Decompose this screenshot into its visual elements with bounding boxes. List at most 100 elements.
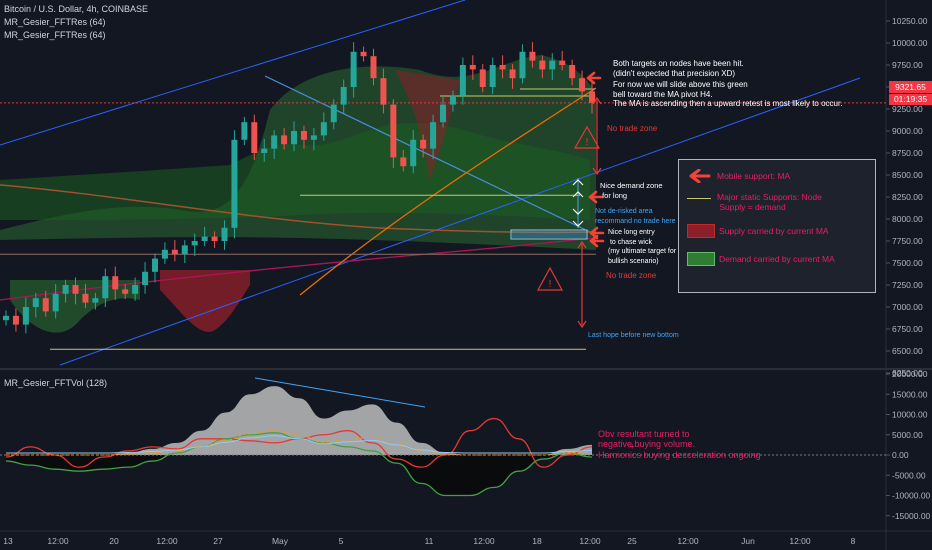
candle-body (211, 236, 218, 241)
last-hope-label: Last hope before new bottom (588, 332, 679, 339)
no-trade-label-top: No trade zone (607, 124, 658, 133)
demand-swatch (687, 252, 715, 266)
candle-body (589, 91, 595, 103)
supply-bell-low (160, 270, 250, 332)
price-tick-label: 6500.00 (892, 346, 923, 356)
time-tick-label: 12:00 (677, 536, 699, 546)
node-line-swatch (687, 198, 711, 199)
candle-body (3, 315, 9, 321)
price-tick-label: 8500.00 (892, 170, 923, 180)
price-tick-label: 7750.00 (892, 236, 923, 246)
warning-icon-mark: ! (549, 279, 552, 290)
candle-body (231, 139, 238, 228)
warning-icon-mark: ! (586, 137, 589, 148)
candle-body (420, 139, 427, 149)
not-derisked-label: Not de-risked area recommand no trade he… (595, 208, 676, 225)
warning-icon (536, 266, 564, 291)
candle-body (539, 60, 546, 70)
candle-body (410, 139, 417, 167)
negative-volume-area (6, 455, 592, 496)
orange-dashed-line (5, 430, 593, 456)
candle-body (559, 60, 566, 65)
candle-body (320, 122, 327, 136)
candle-body (469, 65, 476, 70)
price-tick-label: 6250.00 (892, 368, 923, 378)
time-tick-label: Jun (741, 536, 755, 546)
price-tick-label: 8250.00 (892, 192, 923, 202)
candle-body (261, 148, 268, 153)
candle-body (52, 293, 59, 312)
supply-bell-top (395, 70, 460, 180)
demand-zone-label: Nice demand zone for long (600, 181, 663, 200)
time-tick-label: 12:00 (473, 536, 495, 546)
legend-mobile-support: Mobile support: MA (717, 171, 791, 181)
candle-body (360, 51, 367, 57)
legend-supply: Supply carried by current MA (719, 226, 829, 236)
candle-body (171, 249, 178, 255)
price-tick-label: 10250.00 (892, 16, 928, 26)
candle-body (529, 51, 536, 61)
candle-body (509, 69, 516, 79)
candle-body (62, 285, 69, 294)
bar-countdown: 01:19:35 (889, 94, 932, 105)
symbol-title[interactable]: Bitcoin / U.S. Dollar, 4h, COINBASE (4, 4, 149, 14)
indicator-label-2[interactable]: MR_Gesier_FFTRes (64) (4, 30, 106, 40)
time-tick-label: 18 (532, 536, 542, 546)
price-tick-label: 7500.00 (892, 258, 923, 268)
candle-body (579, 78, 586, 92)
candle-body (42, 298, 49, 312)
candle-body (251, 122, 258, 153)
candle-body (191, 241, 198, 246)
candle-body (72, 285, 79, 294)
legend-box[interactable]: Mobile support: MA Major static Supports… (678, 159, 876, 293)
time-tick-label: 11 (425, 536, 434, 546)
candle-body (32, 298, 39, 307)
candle-body (400, 157, 407, 167)
price-tick-label: 10000.00 (892, 38, 928, 48)
price-tick-label: 8000.00 (892, 214, 923, 224)
candle-body (82, 293, 89, 303)
long-entry-label: Nice long entry to chase wick (my ultima… (608, 229, 677, 265)
channel-lower (59, 77, 861, 366)
candle-body (151, 258, 158, 272)
long-entry-box (510, 229, 588, 240)
time-tick-label: 25 (627, 536, 637, 546)
demand-bell-inner (0, 123, 590, 220)
candle-body (281, 135, 288, 145)
arrow-left-icon (689, 169, 711, 183)
no-trade-arrow-top (592, 96, 602, 176)
price-tick-label: 9000.00 (892, 126, 923, 136)
price-tick-label: 6750.00 (892, 324, 923, 334)
legend-static-supports: Major static Supports: Node Supply = dem… (717, 192, 822, 212)
time-tick-label: 12:00 (789, 536, 811, 546)
candle-body (549, 60, 556, 70)
harmonics-note: Harmonics buying decceleration ongoing (598, 450, 761, 460)
candle-body (459, 65, 466, 96)
volume-tick-label: -15000.00 (892, 511, 931, 521)
time-tick-label: 12:00 (156, 536, 178, 546)
candle-body (92, 298, 99, 303)
price-tick-label: 7250.00 (892, 280, 923, 290)
candle-body (340, 87, 347, 105)
candle-body (181, 245, 188, 255)
volume-tick-label: 20000.00 (892, 369, 928, 379)
supply-swatch (687, 224, 715, 238)
indicator-label-1[interactable]: MR_Gesier_FFTRes (64) (4, 17, 106, 27)
arrow-left-icon (589, 234, 605, 248)
arrow-left-icon (588, 190, 604, 204)
time-tick-label: 27 (213, 536, 223, 546)
candle-body (102, 276, 109, 299)
volume-tick-label: 0.00 (892, 450, 909, 460)
sub-indicator-label[interactable]: MR_Gesier_FFTVol (128) (4, 378, 108, 388)
candle-body (380, 78, 387, 105)
warning-icon (573, 125, 601, 149)
candle-body (161, 249, 168, 259)
volume-tick-label: 10000.00 (892, 410, 928, 420)
candle-body (291, 131, 298, 145)
volume-tick-label: -5000.00 (892, 470, 926, 480)
time-tick-label: 8 (851, 536, 856, 546)
candle-body (271, 135, 278, 149)
descending-trendline (264, 75, 591, 233)
light-blue-line (6, 435, 593, 454)
